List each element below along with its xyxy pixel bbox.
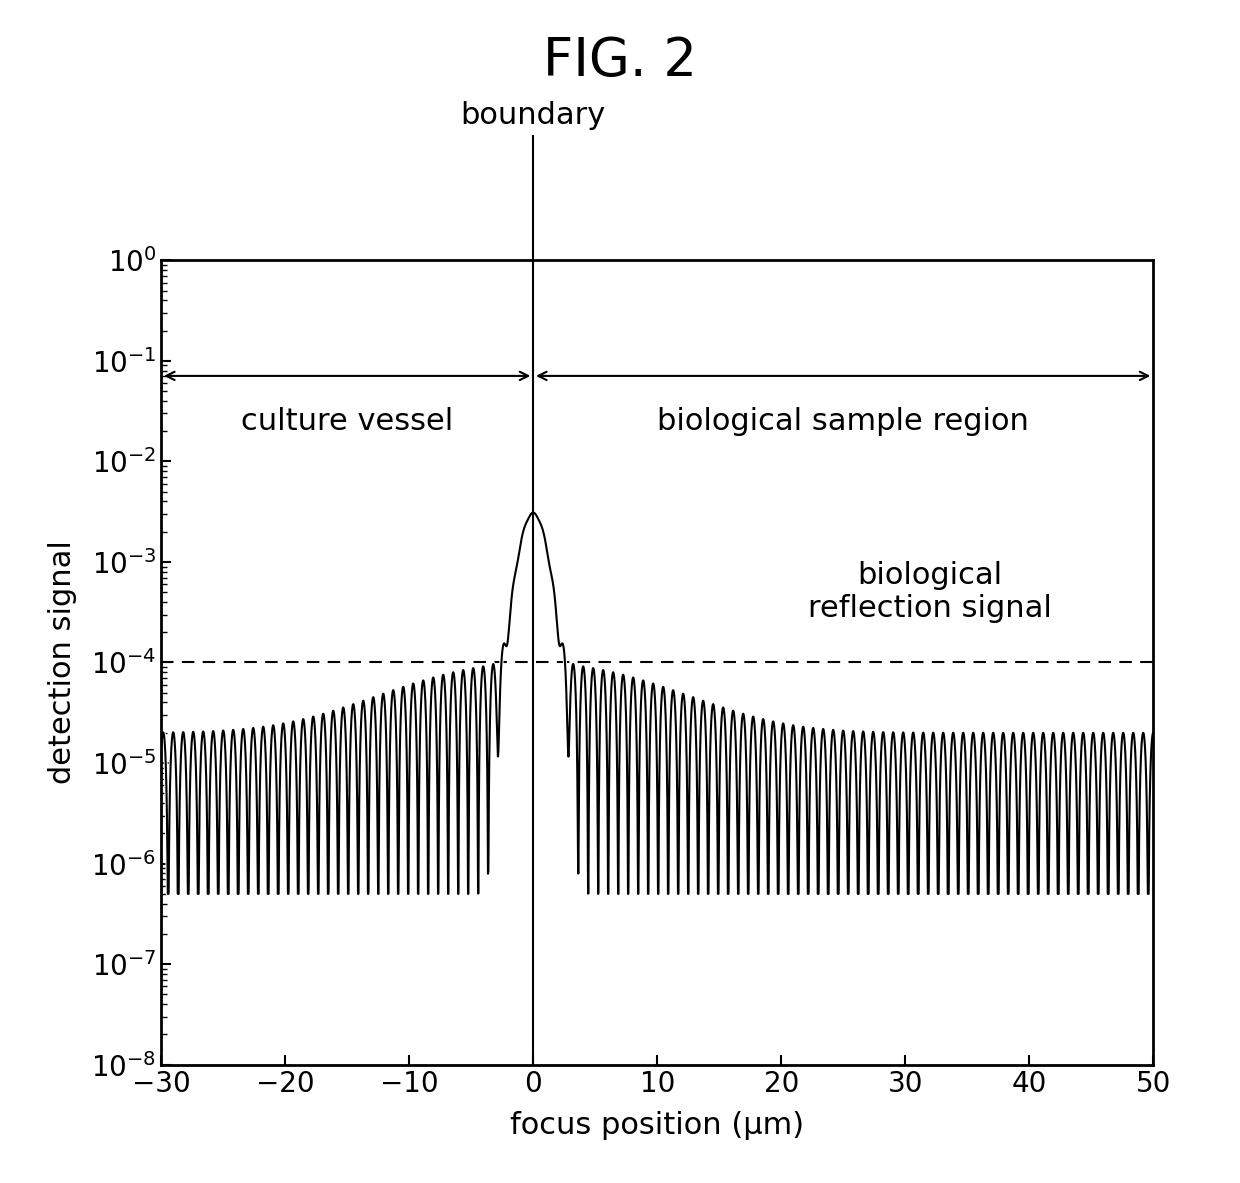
Text: culture vessel: culture vessel [241,407,454,435]
Y-axis label: detection signal: detection signal [48,541,77,784]
Text: boundary: boundary [460,101,606,130]
X-axis label: focus position (μm): focus position (μm) [510,1112,805,1140]
Text: biological
reflection signal: biological reflection signal [808,561,1052,623]
Text: biological sample region: biological sample region [657,407,1029,435]
Text: FIG. 2: FIG. 2 [543,35,697,88]
